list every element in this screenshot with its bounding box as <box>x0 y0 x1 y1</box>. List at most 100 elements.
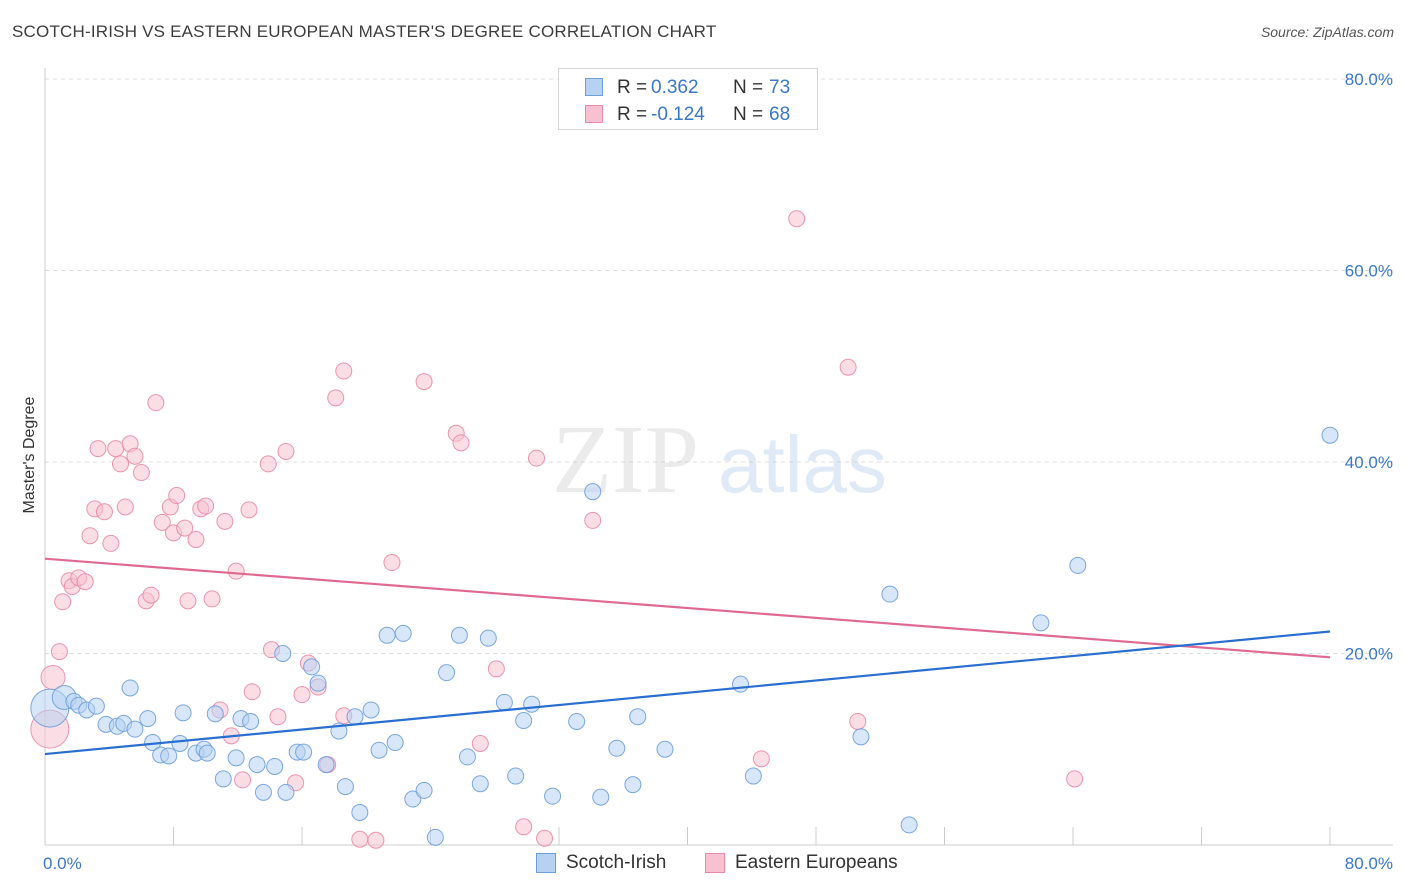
scotch-irish-point <box>1032 614 1050 632</box>
eastern-europeans-point <box>240 501 258 519</box>
eastern-europeans-point <box>487 660 505 678</box>
scotch-irish-point <box>336 778 354 796</box>
eastern-europeans-point <box>277 442 295 460</box>
eastern-europeans-point <box>415 373 433 391</box>
watermark-zip: ZIP <box>552 406 699 514</box>
scotch-irish-point <box>544 787 562 805</box>
eastern-europeans-point <box>168 487 186 505</box>
scotch-irish-point <box>274 645 292 662</box>
eastern-europeans-point <box>243 683 261 701</box>
y-tick-label: 40.0% <box>1345 453 1393 472</box>
eastern-europeans-point <box>50 643 68 661</box>
tick-labels: 20.0% 40.0% 60.0% 80.0% 0.0% 80.0% <box>43 70 1393 873</box>
eastern-europeans-point <box>528 449 546 467</box>
scotch-irish-point <box>404 790 422 808</box>
scotch-irish-point <box>624 776 642 794</box>
scotch-irish-point <box>121 679 139 697</box>
eastern-europeans-point <box>839 358 857 376</box>
watermark: ZIP atlas <box>552 406 887 514</box>
scotch-irish-point <box>568 712 586 730</box>
eastern-europeans-point <box>752 750 770 768</box>
eastern-europeans-point <box>197 497 215 515</box>
eastern-europeans-point <box>471 735 489 753</box>
scotch-irish-point <box>744 767 762 785</box>
scotch-irish-point <box>584 483 602 501</box>
scotch-irish-point <box>471 775 489 793</box>
gridlines <box>45 78 1393 654</box>
scotch-irish-point <box>426 828 444 846</box>
eastern-europeans-point <box>153 513 171 531</box>
eastern-europeans-point <box>788 210 806 228</box>
scotch-irish-point <box>450 626 468 644</box>
legend-n-value: 73 <box>769 77 791 98</box>
eastern-europeans-point <box>142 586 160 604</box>
legend-n-value: 68 <box>769 104 791 125</box>
eastern-europeans-point <box>269 708 287 726</box>
scotch-irish-trend-line <box>44 630 1331 756</box>
y-tick-label: 20.0% <box>1345 645 1393 664</box>
legend-r-label: R = <box>617 104 648 125</box>
scotch-irish-point <box>656 740 674 758</box>
eastern-europeans-point <box>849 712 867 730</box>
eastern-europeans-point <box>107 440 125 458</box>
eastern-europeans-trend-line <box>44 557 1331 659</box>
scotch-irish-point <box>378 626 396 644</box>
eastern-europeans-point <box>176 519 194 537</box>
scotch-irish-point <box>295 743 313 761</box>
eastern-europeans-point <box>81 527 99 545</box>
scotch-irish-point <box>608 739 626 757</box>
scotch-irish-point <box>732 675 750 693</box>
x-tick-label: 80.0% <box>1345 854 1393 873</box>
eastern-europeans-point <box>216 512 234 530</box>
scotch-irish-point <box>458 748 476 766</box>
trend-lines <box>44 557 1331 756</box>
eastern-europeans-point <box>259 455 277 473</box>
scotch-irish-point <box>309 674 327 692</box>
scotch-irish-point <box>277 783 295 801</box>
scotch-irish-point <box>214 770 232 788</box>
legend-r-value: -0.124 <box>651 104 705 125</box>
scotch-irish-point <box>386 734 404 752</box>
eastern-europeans-point <box>187 531 205 549</box>
legend-r-label: R = <box>617 77 648 98</box>
eastern-europeans-point <box>536 829 554 847</box>
scotch-irish-point <box>198 744 216 762</box>
y-tick-label: 80.0% <box>1345 70 1393 89</box>
eastern-europeans-point <box>147 394 165 412</box>
scotch-irish-point <box>174 704 192 722</box>
eastern-europeans-point <box>327 389 345 407</box>
scotch-irish-point <box>171 735 189 753</box>
series-scotch-irish-points <box>30 426 1339 846</box>
scotch-irish-point <box>438 664 456 682</box>
scotch-irish-point <box>523 695 541 713</box>
scotch-irish-point <box>242 712 260 730</box>
eastern-europeans-point <box>351 830 369 848</box>
eastern-europeans-point <box>452 434 470 452</box>
pink-swatch-icon <box>705 853 725 873</box>
eastern-europeans-point <box>515 818 533 836</box>
scotch-irish-point <box>479 629 497 647</box>
scotch-irish-point <box>254 783 272 801</box>
eastern-europeans-point <box>95 503 113 521</box>
eastern-europeans-point <box>116 498 134 516</box>
correlation-legend: R = 0.362 N = 73 R = -0.124 N = 68 <box>558 68 818 130</box>
eastern-europeans-point <box>383 554 401 572</box>
scotch-irish-point <box>139 710 157 728</box>
scotch-irish-point <box>351 803 369 821</box>
scotch-irish-point <box>362 701 380 719</box>
scotch-irish-point <box>394 624 412 642</box>
eastern-europeans-point <box>1066 770 1084 788</box>
scotch-irish-point <box>87 697 105 715</box>
eastern-europeans-point <box>293 686 311 704</box>
eastern-europeans-point <box>54 593 72 611</box>
scotch-irish-point <box>1321 426 1339 444</box>
scotch-irish-point <box>629 708 647 726</box>
eastern-europeans-point <box>102 534 120 552</box>
scotch-irish-point <box>266 757 284 775</box>
eastern-europeans-point <box>234 771 252 789</box>
blue-swatch-icon <box>585 78 603 96</box>
eastern-europeans-point <box>179 592 197 610</box>
scotch-irish-point <box>592 788 610 806</box>
scotch-irish-point <box>227 749 245 767</box>
scotch-irish-point <box>317 756 335 774</box>
